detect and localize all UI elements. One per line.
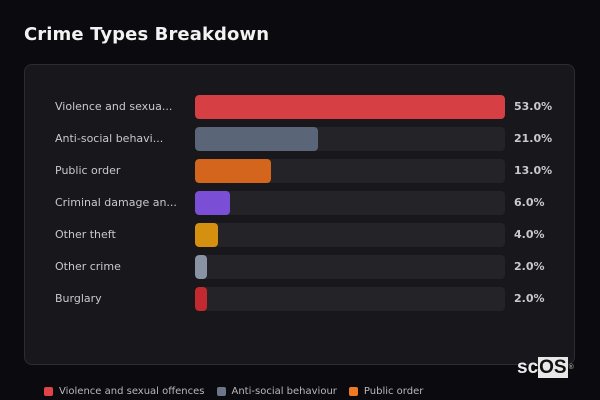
bar-track	[195, 223, 505, 247]
legend-swatch-icon	[348, 387, 358, 396]
legend-swatch-icon	[44, 387, 53, 396]
bar-track	[195, 191, 505, 215]
bar-track	[195, 255, 505, 279]
chart-title: Crime Types Breakdown	[24, 24, 270, 45]
legend-item[interactable]: Violence and sexual offences	[44, 386, 205, 397]
bar-track	[195, 95, 505, 119]
bar-value: 2.0%	[514, 292, 545, 305]
legend-item[interactable]: Public order	[348, 386, 424, 397]
bar-track	[195, 287, 505, 311]
legend-label: Anti-social behaviour	[231, 386, 337, 397]
bar-label: Burglary	[55, 292, 102, 305]
bar-label: Violence and sexua...	[55, 100, 173, 113]
bar-label: Other theft	[55, 228, 116, 241]
bar-row[interactable]: Public order 13.0%	[25, 159, 574, 183]
legend-item[interactable]: Anti-social behaviour	[216, 386, 337, 397]
bar-track	[195, 159, 505, 183]
bar-track	[195, 127, 505, 151]
legend-label: Public order	[363, 386, 424, 397]
bar-fill	[195, 95, 505, 119]
bar-value: 53.0%	[514, 100, 553, 113]
bar-value: 6.0%	[514, 196, 545, 209]
bar-label: Other crime	[55, 260, 121, 273]
bar-value: 2.0%	[514, 260, 545, 273]
chart-legend: Violence and sexual offences Anti-social…	[44, 386, 423, 397]
bar-fill	[195, 159, 271, 183]
bar-fill	[195, 287, 207, 311]
bar-fill	[195, 127, 318, 151]
registered-mark: ®	[568, 364, 574, 371]
brand-logo: scOS ®	[517, 357, 574, 378]
brand-prefix: sc	[517, 357, 539, 378]
bar-row[interactable]: Violence and sexua... 53.0%	[25, 95, 574, 119]
bar-row[interactable]: Burglary 2.0%	[25, 287, 574, 311]
bar-fill	[195, 223, 219, 247]
bar-value: 21.0%	[514, 132, 553, 145]
bar-row[interactable]: Criminal damage an... 6.0%	[25, 191, 574, 215]
bar-fill	[195, 255, 207, 279]
bar-row[interactable]: Other crime 2.0%	[25, 255, 574, 279]
bar-row[interactable]: Other theft 4.0%	[25, 223, 574, 247]
legend-label: Violence and sexual offences	[59, 386, 205, 397]
bar-value: 4.0%	[514, 228, 545, 241]
bar-label: Criminal damage an...	[55, 196, 177, 209]
bar-label: Public order	[55, 164, 121, 177]
bar-label: Anti-social behavi...	[55, 132, 164, 145]
bar-fill	[195, 191, 231, 215]
brand-highlight: OS	[538, 357, 568, 378]
bar-row[interactable]: Anti-social behavi... 21.0%	[25, 127, 574, 151]
bar-value: 13.0%	[514, 164, 553, 177]
chart-card: Violence and sexua... 53.0% Anti-social …	[24, 64, 575, 365]
legend-swatch-icon	[216, 387, 226, 396]
